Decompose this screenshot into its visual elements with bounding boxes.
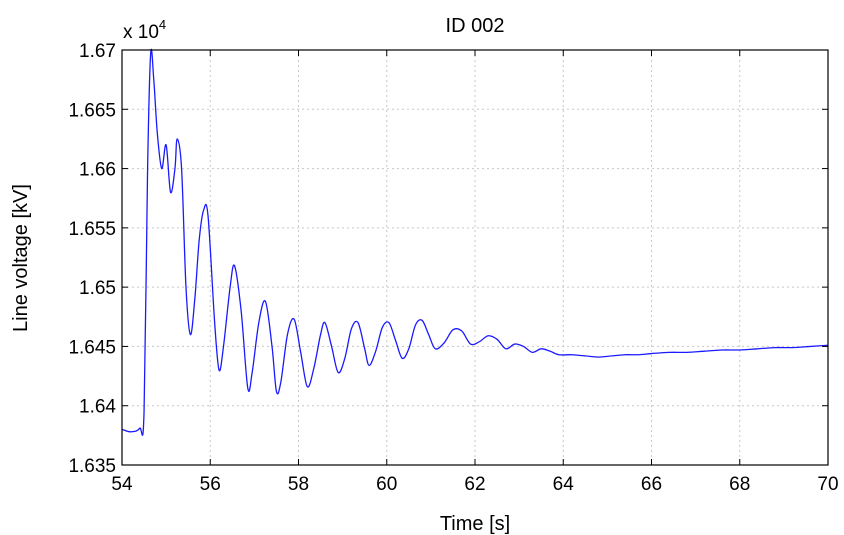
x-axis-label: Time [s] — [440, 513, 510, 535]
voltage-series-line — [121, 48, 829, 436]
grid — [122, 50, 828, 465]
y-tick-label: 1.65 — [79, 278, 116, 299]
y-tick-label: 1.635 — [68, 456, 116, 477]
y-tick-label: 1.64 — [79, 397, 116, 418]
x-tick-label: 56 — [200, 474, 221, 495]
y-tick-labels: 1.635 1.64 1.645 1.65 1.655 1.66 1.665 1.67 — [68, 41, 116, 477]
y-axis-multiplier-exponent: 4 — [159, 17, 166, 32]
y-tick-label: 1.645 — [68, 337, 116, 358]
series-layer — [121, 48, 829, 436]
x-tick-label: 66 — [641, 474, 662, 495]
x-tick-label: 62 — [464, 474, 485, 495]
y-tick-label: 1.655 — [68, 219, 116, 240]
x-tick-label: 70 — [817, 474, 838, 495]
x-tick-label: 64 — [553, 474, 575, 495]
y-tick-label: 1.66 — [79, 160, 116, 181]
y-axis-multiplier: x 104 — [123, 17, 166, 43]
y-axis-label: Line voltage [kV] — [10, 184, 32, 332]
x-tick-label: 54 — [111, 474, 133, 495]
x-tick-label: 58 — [288, 474, 309, 495]
x-tick-label: 60 — [376, 474, 397, 495]
plot-frame — [121, 49, 829, 466]
x-tick-label: 68 — [729, 474, 750, 495]
x-tick-labels: 54 56 58 60 62 64 66 68 70 — [111, 474, 838, 495]
y-tick-label: 1.67 — [79, 41, 116, 62]
chart-title: ID 002 — [446, 15, 505, 37]
y-axis-multiplier-base: x 10 — [123, 22, 159, 43]
y-tick-label: 1.665 — [68, 100, 116, 121]
ticks — [121, 49, 829, 466]
